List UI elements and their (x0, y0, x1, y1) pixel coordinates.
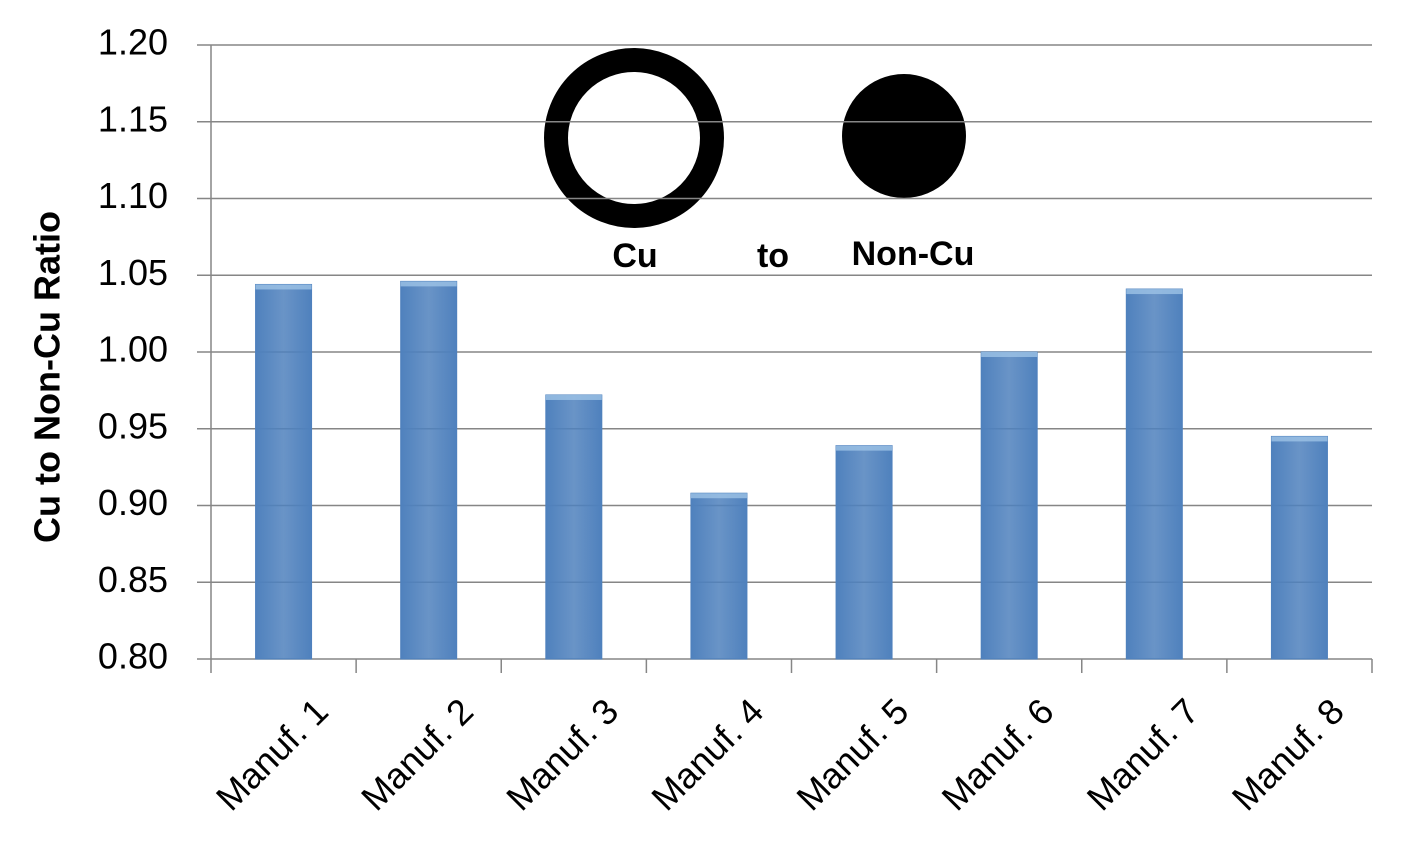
bar (545, 394, 603, 660)
x-tick-label: Manuf. 7 (1079, 690, 1207, 818)
bar (980, 351, 1038, 660)
bar (255, 283, 313, 660)
bar-group (1125, 288, 1183, 660)
bar-cap (981, 352, 1038, 357)
y-tick-label: 0.80 (98, 636, 168, 677)
cu-icon (544, 48, 724, 228)
y-tick-label: 1.20 (98, 22, 168, 63)
y-tick-label: 0.95 (98, 405, 168, 446)
bar-cap (1271, 436, 1328, 442)
bar-group (690, 492, 748, 660)
annotation: Cu (612, 237, 657, 275)
bar (690, 492, 748, 660)
bar-cap (690, 493, 747, 499)
bar-group (1270, 435, 1328, 660)
annotation: Non-Cu (852, 235, 975, 273)
bar-cap (400, 281, 457, 287)
x-tick-label: Manuf. 6 (934, 690, 1062, 818)
x-tick-label: Manuf. 2 (353, 690, 481, 818)
bar-cap (545, 394, 602, 400)
bar-group (255, 283, 313, 660)
bar-group (835, 445, 893, 660)
y-tick-label: 1.05 (98, 252, 168, 293)
y-axis-title: Cu to Non-Cu Ratio (27, 211, 68, 543)
bar-group (400, 280, 458, 660)
x-tick-label: Manuf. 3 (498, 690, 626, 818)
x-tick-label: Manuf. 1 (208, 690, 336, 818)
x-tick-label: Manuf. 8 (1224, 690, 1352, 818)
x-tick-label: Manuf. 4 (643, 690, 771, 818)
y-tick-label: 0.90 (98, 482, 168, 523)
bar (400, 280, 458, 660)
y-tick-label: 1.00 (98, 329, 168, 370)
annotation: to (757, 237, 789, 275)
bar-group (545, 394, 603, 660)
y-tick-label: 0.85 (98, 559, 168, 600)
bar-cap (1126, 289, 1183, 295)
y-tick-label: 1.15 (98, 98, 168, 139)
bar (1125, 288, 1183, 660)
y-tick-label: 1.10 (98, 175, 168, 216)
non-cu-icon (842, 74, 966, 198)
bar (1270, 435, 1328, 660)
bar-group (980, 351, 1038, 660)
bar-cap (836, 445, 893, 451)
bar-cap (255, 284, 312, 290)
bar (835, 445, 893, 660)
x-tick-label: Manuf. 5 (788, 690, 916, 818)
